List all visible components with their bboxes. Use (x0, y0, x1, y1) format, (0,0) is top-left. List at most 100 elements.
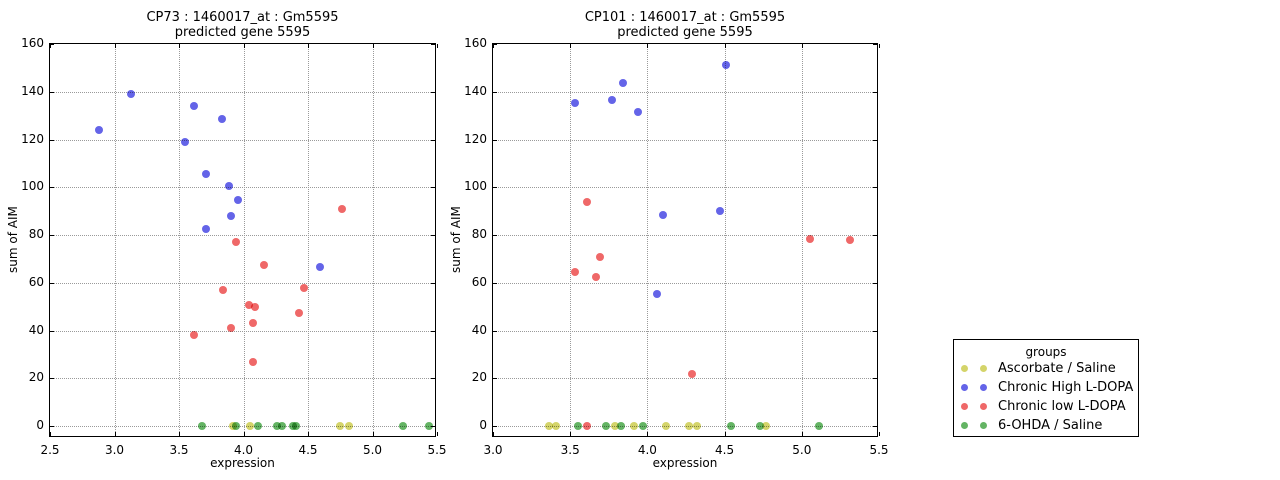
legend-entry: 6-OHDA / Saline (954, 416, 1138, 435)
data-point (345, 422, 354, 431)
data-point (583, 197, 592, 206)
gridline-horizontal (493, 378, 877, 380)
data-point (617, 422, 626, 431)
data-point (336, 422, 345, 431)
x-tick-label: 4.0 (637, 443, 657, 457)
gridline-horizontal (493, 282, 877, 284)
x-tick-mark (493, 432, 494, 436)
y-tick-mark (493, 44, 497, 45)
data-point (661, 422, 670, 431)
x-tick-mark (437, 432, 438, 436)
y-tick-label: 80 (28, 227, 44, 242)
legend-marker-icon (961, 365, 968, 372)
x-tick-mark (372, 432, 374, 436)
y-tick-mark (431, 235, 435, 237)
legend-entry-label: Chronic low L-DOPA (998, 399, 1126, 414)
y-tick-mark (50, 282, 54, 284)
x-tick-mark (801, 432, 803, 436)
data-point (198, 422, 207, 431)
x-tick-label: 3.5 (560, 443, 580, 457)
data-point (217, 115, 226, 124)
y-tick-mark (431, 330, 435, 332)
y-tick-mark (873, 235, 877, 237)
x-tick-mark (243, 44, 245, 48)
x-tick-label: 5.5 (869, 443, 889, 457)
plot-title-right-line2: predicted gene 5595 (617, 25, 753, 40)
legend-marker-icon (980, 365, 987, 372)
data-point (570, 268, 579, 277)
data-point (583, 422, 592, 431)
plot-area: 2.5 3.0 3.5 4.0 4.5 5.0 5.5 0 20 40 60 80 100 120 140 1… (21, 36, 446, 457)
y-tick-label: 80 (471, 227, 487, 242)
data-point (607, 96, 616, 105)
gridline-vertical (801, 44, 803, 436)
plot-title-right-line1: CP101 : 1460017_at : Gm5595 (584, 10, 786, 25)
data-point (805, 234, 814, 243)
data-point (399, 422, 408, 431)
data-point (218, 285, 227, 294)
legend-entry-label: 6-OHDA / Saline (998, 418, 1103, 433)
gridline-vertical (243, 44, 245, 436)
data-point (337, 204, 346, 213)
y-tick-mark (431, 139, 435, 141)
data-point (202, 170, 211, 179)
data-point (245, 422, 254, 431)
legend-marker-icon (961, 403, 968, 410)
y-tick-mark (493, 91, 497, 93)
data-point (253, 422, 262, 431)
y-tick-mark (493, 426, 497, 428)
data-point (226, 324, 235, 333)
x-tick-label: 5.0 (362, 443, 383, 457)
x-tick-mark (647, 44, 649, 48)
data-point (618, 79, 627, 88)
y-tick-label: 100 (21, 179, 44, 194)
y-tick-label: 140 (464, 83, 487, 98)
gridline-vertical (308, 44, 309, 436)
data-point (244, 301, 253, 310)
x-tick-label: 4.5 (715, 443, 735, 457)
data-point (294, 308, 303, 317)
y-tick-label: 60 (471, 274, 487, 289)
gridline-horizontal (50, 139, 435, 141)
x-tick-mark (50, 432, 51, 436)
data-point (715, 207, 724, 216)
y-tick-mark (873, 330, 877, 332)
x-tick-mark (114, 432, 116, 436)
legend-entry: Chronic low L-DOPA (954, 397, 1138, 416)
gridline-vertical (724, 44, 726, 436)
data-point (570, 98, 579, 107)
y-tick-mark (50, 91, 54, 93)
gridline-horizontal (493, 235, 877, 237)
data-point (601, 422, 610, 431)
data-point (278, 422, 287, 431)
plot-title-left-line1: CP73 : 1460017_at : Gm5595 (146, 10, 339, 25)
data-point (190, 102, 199, 111)
x-tick-mark (647, 432, 649, 436)
y-tick-label: 40 (28, 322, 44, 337)
data-point (552, 422, 561, 431)
data-point (273, 422, 282, 431)
y-tick-label: 160 (464, 36, 487, 50)
y-tick-mark (50, 139, 54, 141)
gridline-horizontal (493, 187, 877, 189)
data-point (592, 272, 601, 281)
x-tick-mark (308, 44, 309, 48)
data-point (251, 302, 260, 311)
y-tick-mark (493, 378, 497, 380)
data-point (95, 125, 104, 134)
legend-marker-icon (980, 403, 987, 410)
y-tick-mark (493, 139, 497, 141)
data-point (127, 90, 136, 99)
x-tick-label: 3.0 (483, 443, 503, 457)
y-tick-mark (493, 187, 497, 189)
y-tick-mark (431, 91, 435, 93)
legend-entry: Ascorbate / Saline (954, 359, 1138, 378)
x-tick-mark (437, 44, 438, 48)
data-point (652, 289, 661, 298)
x-tick-mark (493, 44, 494, 48)
x-tick-label: 3.5 (169, 443, 189, 457)
data-point (226, 211, 235, 220)
data-point (688, 369, 697, 378)
x-tick-mark (801, 44, 803, 48)
y-tick-label: 0 (36, 418, 44, 433)
